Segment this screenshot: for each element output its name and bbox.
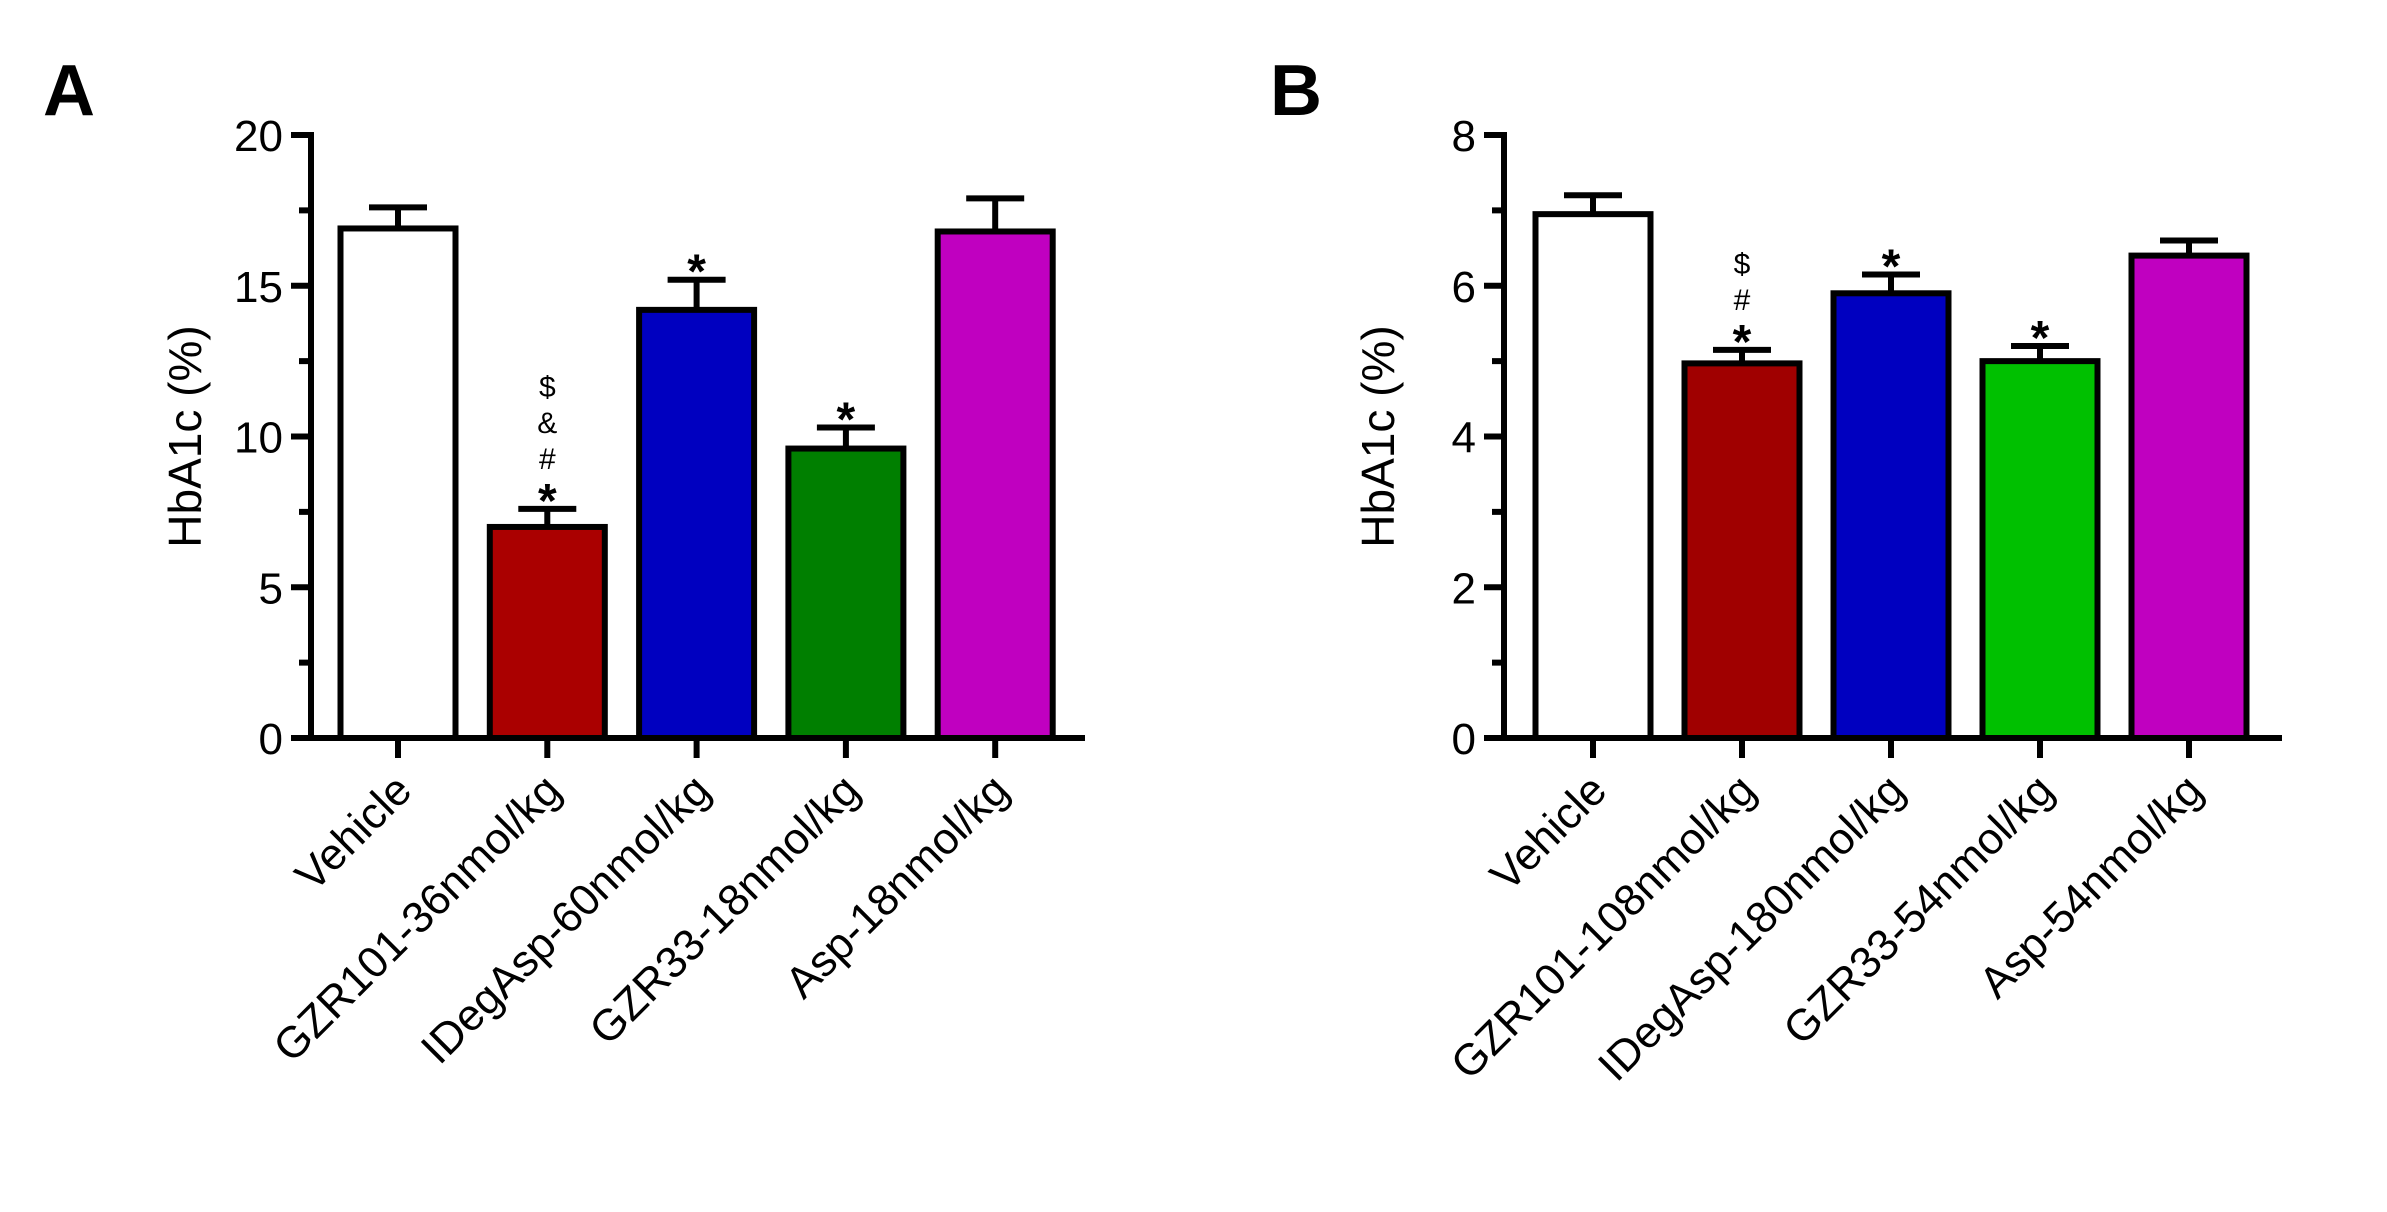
x-category-label-4: GZR33-18nmol/kg xyxy=(580,765,869,1054)
panel-label-a: A xyxy=(43,51,95,131)
bar-2 xyxy=(1681,360,1803,741)
significance-mark-2-1: * xyxy=(1733,316,1752,369)
x-category-label-3: IDegAsp-60nmol/kg xyxy=(412,765,720,1073)
x-category-label-1: Vehicle xyxy=(286,765,421,900)
y-tick-label-5: 8 xyxy=(1452,112,1476,161)
y-tick-label-4: 15 xyxy=(234,263,283,312)
x-category-label-1: Vehicle xyxy=(1481,765,1616,900)
significance-mark-2-3: & xyxy=(537,407,557,440)
y-tick-label-1: 0 xyxy=(1452,715,1476,764)
bar-5 xyxy=(2128,252,2250,741)
significance-mark-4-1: * xyxy=(837,393,856,446)
y-tick-label-4: 6 xyxy=(1452,263,1476,312)
y-tick-label-1: 0 xyxy=(259,715,283,764)
significance-mark-2-4: $ xyxy=(539,371,556,404)
significance-mark-2-1: * xyxy=(538,475,557,528)
bar-3 xyxy=(1830,290,1952,741)
bar-5 xyxy=(934,228,1056,741)
significance-mark-2-3: $ xyxy=(1734,248,1751,281)
bar-4 xyxy=(785,445,907,741)
significance-mark-4-1: * xyxy=(2031,312,2050,365)
bar-3 xyxy=(636,306,758,741)
significance-mark-2-2: # xyxy=(1734,284,1751,317)
y-tick-label-3: 4 xyxy=(1452,414,1476,463)
y-axis-title: HbA1c (%) xyxy=(1352,325,1404,547)
significance-mark-3-1: * xyxy=(687,246,706,299)
significance-mark-2-2: # xyxy=(539,443,556,476)
x-category-label-4: GZR33-54nmol/kg xyxy=(1774,765,2063,1054)
bar-4 xyxy=(1979,358,2101,741)
y-tick-label-5: 20 xyxy=(234,112,283,161)
bar-2 xyxy=(486,523,608,742)
y-tick-label-3: 10 xyxy=(234,414,283,463)
x-category-label-2: GZR101-36nmol/kg xyxy=(264,765,570,1071)
y-tick-label-2: 5 xyxy=(259,564,283,613)
y-axis-title: HbA1c (%) xyxy=(159,325,211,547)
bar-1 xyxy=(337,225,459,741)
y-tick-label-2: 2 xyxy=(1452,564,1476,613)
panel-label-b: B xyxy=(1270,51,1322,131)
bar-1 xyxy=(1532,211,1654,742)
significance-mark-3-1: * xyxy=(1882,240,1901,293)
